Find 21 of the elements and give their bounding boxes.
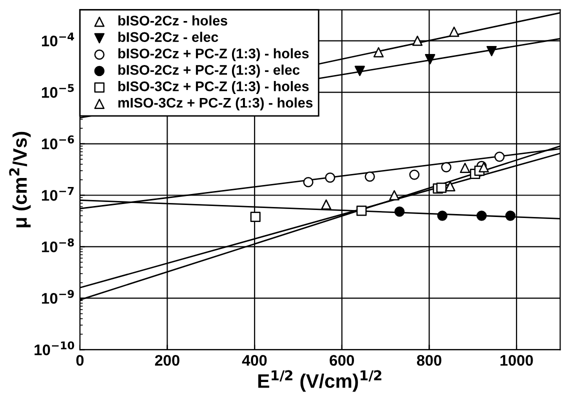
y-tick-label: 10$^{−4}$: [42, 32, 74, 46]
y-tick-label: 10$^{−9}$: [42, 290, 74, 304]
legend-label: bISO-2Cz - elec: [118, 32, 218, 42]
x-tick-label: 200: [155, 354, 180, 366]
legend-label: mISO-3Cz + PC-Z (1:3) - holes: [118, 97, 313, 110]
x-tick-label: 1000: [500, 354, 533, 366]
y-tick-label: 10$^{−8}$: [42, 238, 74, 252]
y-tick-label: 10$^{−5}$: [42, 84, 74, 98]
y-tick-label: 10$^{−7}$: [42, 187, 74, 201]
y-tick-label: 10$^{−6}$: [42, 135, 74, 150]
y-tick-label: 10$^{−10}$: [34, 341, 74, 356]
legend-label: bISO-3Cz + PC-Z (1:3) - holes: [118, 81, 309, 94]
x-tick-label: 0: [76, 354, 84, 366]
legend-label: bISO-2Cz + PC-Z (1:3) - elec: [118, 64, 300, 78]
x-axis-title: E$^{1/2}$ (V/cm)$^{1/2}$: [258, 370, 382, 392]
x-tick-label: 600: [330, 354, 354, 366]
y-axis-title: μ (cm$^{2}$/Vs): [9, 132, 31, 228]
x-tick-label: 400: [242, 354, 267, 366]
x-tick-label: 800: [416, 354, 442, 366]
legend-label: bISO-2Cz + PC-Z (1:3) - holes: [118, 48, 309, 62]
legend-label: bISO-2Cz - holes: [118, 15, 228, 26]
